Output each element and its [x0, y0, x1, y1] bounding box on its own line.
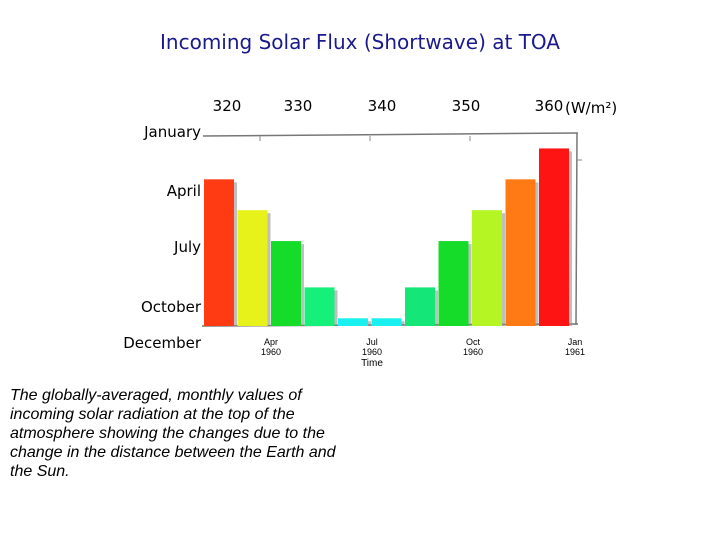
time-tick-month: Jan: [568, 337, 583, 347]
bar: [237, 210, 268, 326]
unit-label: (W/m²): [565, 99, 617, 117]
row-label: July: [173, 238, 201, 256]
row-label: December: [123, 334, 202, 352]
bar: [271, 241, 301, 326]
right-axis-line: [575, 132, 578, 326]
row-label: January: [143, 123, 201, 141]
value-tick-label: 350: [452, 97, 481, 115]
value-tick-label: 330: [284, 97, 313, 115]
value-tick-label: 360: [535, 97, 564, 115]
chart-title: Incoming Solar Flux (Shortwave) at TOA: [160, 30, 560, 54]
value-axis-ticks: 320 330 340 350 360 (W/m²): [213, 97, 618, 117]
time-axis-label: Time: [361, 358, 383, 369]
bar: [338, 318, 368, 326]
bar: [204, 179, 234, 326]
time-tick-year: 1961: [565, 347, 585, 357]
bar: [405, 287, 435, 326]
bar: [438, 241, 469, 326]
time-tick-year: 1960: [362, 347, 382, 357]
bars: [204, 148, 572, 326]
bar: [371, 318, 402, 326]
bar: [472, 210, 502, 326]
value-tick-label: 340: [368, 97, 397, 115]
time-tick-month: Apr: [264, 337, 278, 347]
bar: [505, 179, 536, 326]
time-tick-year: 1960: [463, 347, 483, 357]
row-labels: January April July October December: [123, 123, 202, 352]
figure-caption: The globally-averaged, monthly values of…: [10, 387, 336, 480]
bar: [304, 287, 335, 326]
bar: [539, 148, 569, 326]
row-label: October: [141, 298, 202, 316]
value-tick-label: 320: [213, 97, 242, 115]
top-axis-line: [202, 132, 579, 137]
time-tick-year: 1960: [261, 347, 281, 357]
time-tick-month: Jul: [366, 337, 378, 347]
row-label: April: [167, 182, 201, 200]
time-tick-month: Oct: [466, 337, 481, 347]
